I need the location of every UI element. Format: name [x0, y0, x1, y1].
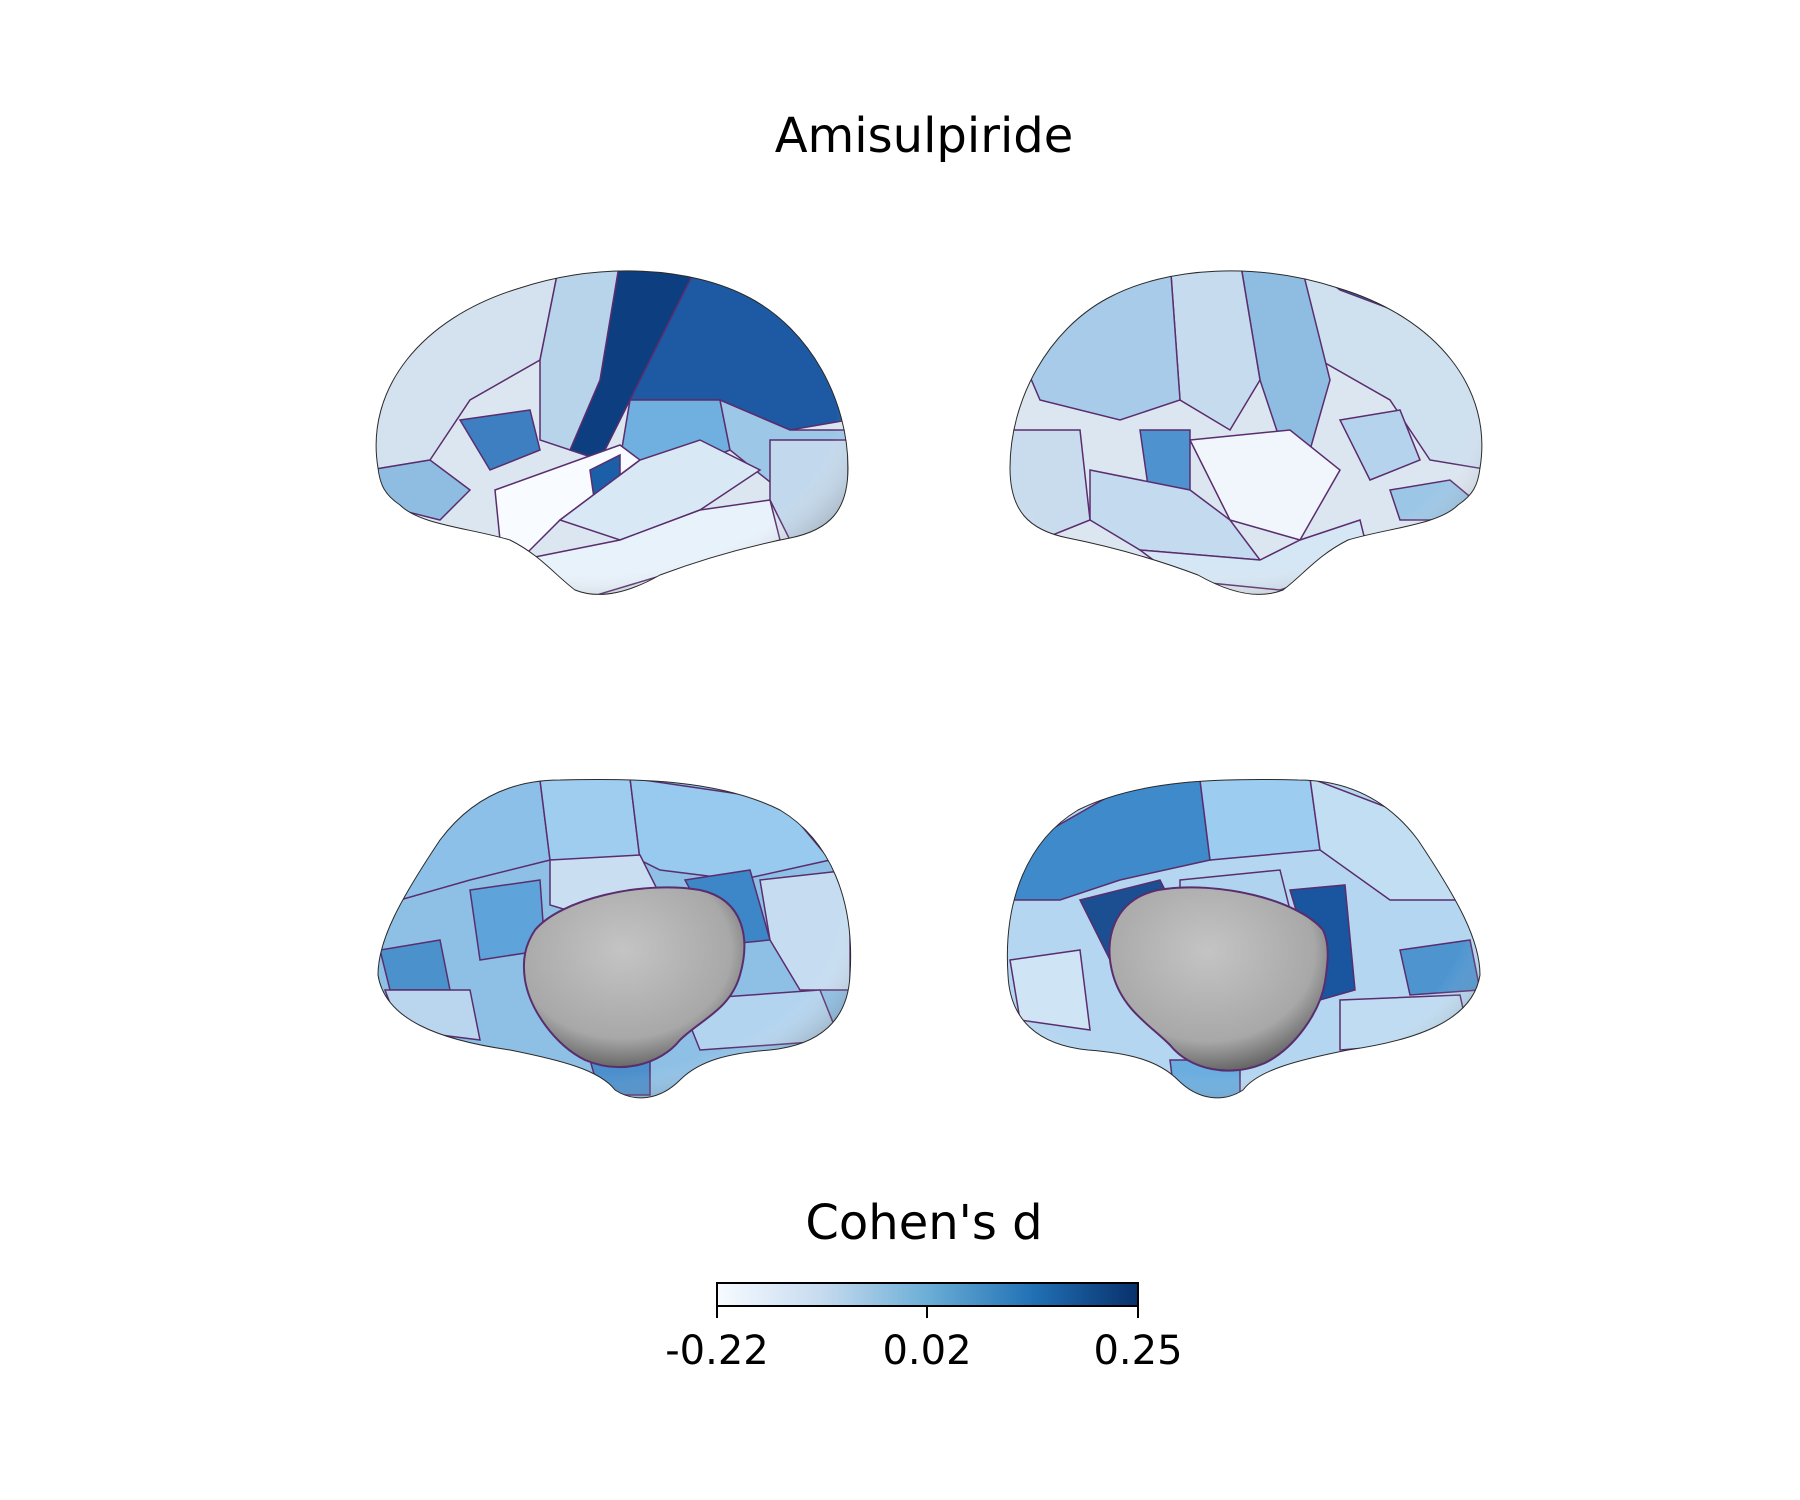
colorbar-label: Cohen's d [805, 1195, 1043, 1251]
colorbar-tick-label-max: 0.25 [1093, 1328, 1183, 1374]
right-medial-hemisphere [1006, 778, 1481, 1099]
figure-title: Amisulpiride [774, 108, 1074, 164]
colorbar-gradient [716, 1282, 1139, 1307]
left-lateral-hemisphere [375, 270, 849, 595]
colorbar [716, 1282, 1139, 1318]
left-medial-hemisphere [377, 778, 852, 1099]
colorbar-tick-label-min: -0.22 [665, 1328, 769, 1374]
right-lateral-hemisphere [1009, 270, 1483, 595]
colorbar-tick-label-mid: 0.02 [882, 1328, 972, 1374]
